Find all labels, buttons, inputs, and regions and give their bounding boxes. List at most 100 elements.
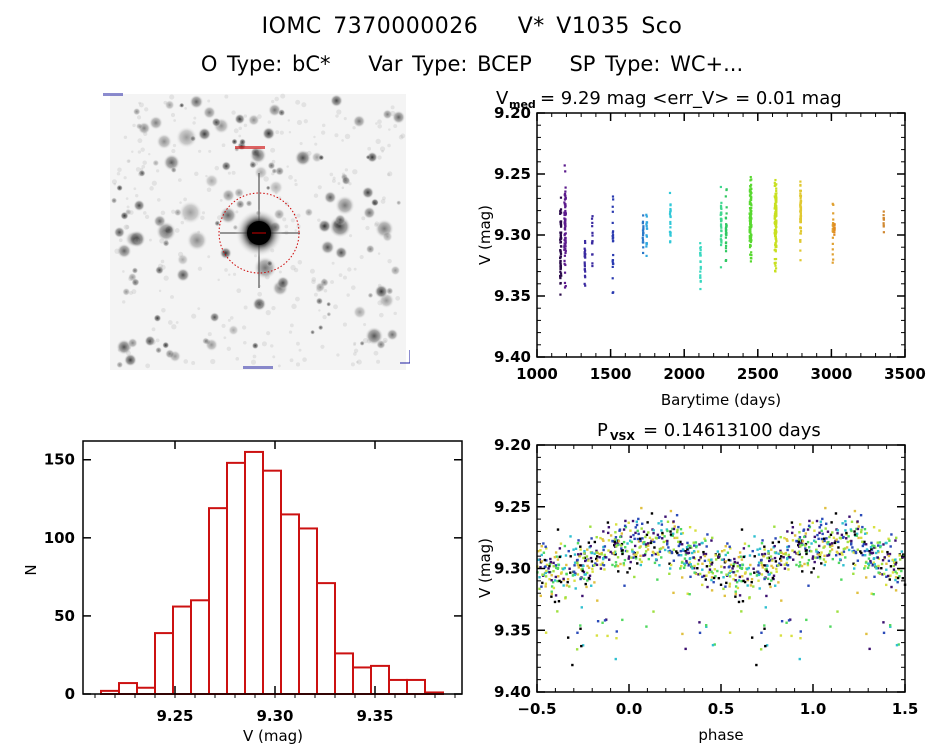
phase-curve-point bbox=[623, 546, 627, 549]
field-star bbox=[131, 267, 139, 274]
light-curve-point bbox=[833, 223, 836, 226]
phase-curve-point bbox=[550, 574, 553, 577]
light-curve-point bbox=[749, 188, 752, 191]
phase-curve-point bbox=[801, 570, 804, 573]
phase-curve-point bbox=[693, 557, 697, 560]
phase-curve-point bbox=[892, 558, 896, 562]
sky-noise bbox=[162, 231, 167, 236]
y-tick-label: 9.40 bbox=[494, 348, 531, 366]
phase-curve-point bbox=[671, 527, 674, 531]
field-star bbox=[204, 338, 219, 352]
sky-noise bbox=[382, 337, 388, 343]
phase-curve-point bbox=[890, 585, 893, 589]
field-star bbox=[176, 253, 189, 266]
field-star bbox=[124, 208, 132, 216]
histogram-bars bbox=[100, 450, 444, 696]
phase-curve-point bbox=[660, 529, 663, 532]
phase-curve-point bbox=[861, 540, 864, 543]
field-star bbox=[362, 206, 376, 220]
phase-curve-point bbox=[543, 566, 547, 569]
field-star bbox=[370, 198, 380, 207]
phase-curve-point bbox=[656, 551, 659, 555]
phase-curve-point bbox=[556, 579, 559, 583]
phase-curve-point bbox=[640, 506, 643, 510]
light-curve-point bbox=[773, 261, 776, 265]
sky-noise bbox=[191, 313, 197, 319]
light-curve-point bbox=[669, 222, 672, 225]
light-curve-point bbox=[611, 260, 614, 263]
phase-curve-point bbox=[618, 528, 622, 531]
phase-curve-point bbox=[690, 551, 694, 555]
phase-curve-point bbox=[868, 553, 872, 556]
phase-curve-point bbox=[626, 542, 629, 545]
phase-curve-point bbox=[857, 525, 860, 528]
sky-noise bbox=[207, 255, 211, 259]
light-curve-point bbox=[699, 251, 702, 255]
phase-curve-point bbox=[693, 550, 696, 554]
phase-curve-point bbox=[855, 534, 858, 537]
phase-curve-point bbox=[861, 553, 864, 557]
phase-curve-point bbox=[724, 560, 728, 563]
sky-noise bbox=[135, 193, 139, 198]
phase-curve-point bbox=[726, 542, 729, 545]
light-curve-point bbox=[774, 178, 777, 182]
phase-curve-point bbox=[693, 571, 696, 574]
sky-noise bbox=[224, 94, 229, 99]
light-curve-point bbox=[590, 217, 594, 220]
phase-curve-point bbox=[578, 554, 581, 558]
phase-curve-point bbox=[824, 506, 827, 510]
light-curve-point bbox=[799, 194, 802, 197]
phase-curve-point bbox=[856, 591, 859, 595]
sky-noise bbox=[143, 211, 147, 215]
light-curve-point bbox=[724, 230, 728, 233]
sky-noise bbox=[287, 119, 291, 122]
histogram-bar bbox=[136, 686, 156, 696]
phase-curve-point bbox=[795, 563, 798, 567]
phase-curve-point bbox=[755, 574, 759, 577]
phase-curve-point bbox=[797, 538, 801, 541]
sky-noise bbox=[132, 123, 136, 128]
object-type: O Type: bC* bbox=[200, 52, 331, 76]
phase-curve-point bbox=[779, 555, 783, 558]
phase-curve-point bbox=[867, 563, 871, 567]
phase-curve-point bbox=[823, 539, 826, 543]
phase-curve-point bbox=[626, 550, 629, 553]
phase-curve-point bbox=[762, 554, 765, 558]
phase-curve-point bbox=[840, 533, 844, 537]
light-curve-point bbox=[799, 197, 802, 200]
light-curve-point bbox=[799, 189, 802, 192]
phase-curve-point bbox=[865, 560, 868, 564]
phase-curve-point bbox=[657, 536, 660, 539]
sky-noise bbox=[231, 110, 236, 115]
phase-curve-point bbox=[698, 572, 702, 576]
phase-curve-point bbox=[875, 556, 879, 559]
field-star bbox=[374, 284, 389, 299]
phase-curve-point bbox=[686, 548, 689, 551]
phase-curve-point bbox=[688, 561, 691, 564]
phase-curve-point bbox=[856, 527, 860, 531]
phase-curve-point bbox=[888, 552, 892, 556]
field-star bbox=[219, 206, 238, 225]
phase-curve-point bbox=[862, 543, 866, 546]
light-curve-point bbox=[725, 225, 728, 228]
sky-noise bbox=[135, 279, 139, 284]
light-curve-point bbox=[564, 218, 567, 221]
phase-curve-point bbox=[663, 548, 667, 552]
phase-curve-point bbox=[857, 536, 860, 540]
light-curve-point bbox=[799, 219, 802, 223]
light-curve-point bbox=[775, 229, 778, 233]
light-curve-point bbox=[559, 264, 562, 268]
phase-curve-point bbox=[661, 537, 664, 540]
phase-curve-point bbox=[870, 592, 873, 595]
phase-curve-point bbox=[732, 571, 735, 574]
phase-curve-point bbox=[614, 536, 618, 539]
field-star bbox=[122, 287, 131, 296]
sky-noise bbox=[331, 261, 335, 265]
phase-curve-point bbox=[726, 551, 730, 554]
phase-curve-point bbox=[720, 565, 723, 568]
phase-curve-point bbox=[725, 573, 728, 576]
phase-curve-point bbox=[852, 551, 855, 554]
light-curve-point bbox=[832, 258, 835, 261]
light-curve-point bbox=[774, 229, 777, 233]
sky-noise bbox=[137, 138, 143, 144]
